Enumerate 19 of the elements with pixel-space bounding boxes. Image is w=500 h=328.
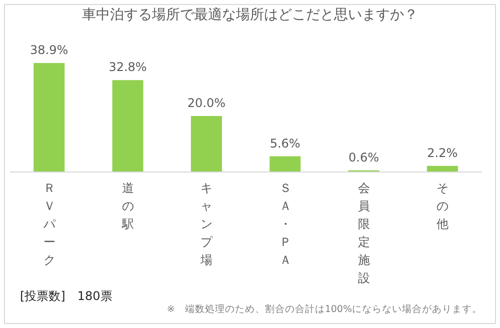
data-label: 2.2% [427, 146, 458, 160]
bar [190, 116, 222, 172]
data-label: 32.8% [108, 60, 147, 74]
x-tick-label: ＳＡ・ＰＡ [279, 181, 292, 267]
x-tick-label: 道の駅 [121, 181, 134, 231]
x-tick-label: ＲＶパーク [42, 181, 56, 267]
x-tick-label: その他 [436, 181, 449, 231]
data-label: 38.9% [30, 43, 68, 57]
bar [270, 156, 301, 172]
data-label: 5.6% [270, 136, 300, 150]
data-label: 0.6% [348, 150, 380, 164]
chart-title: 車中泊する場所で最適な場所はどこだと思いますか？ [81, 6, 419, 24]
bar [34, 63, 65, 172]
bar [112, 80, 144, 172]
text: [投票数] 180票 [20, 288, 112, 305]
x-tick-label: キャンプ場 [200, 181, 214, 267]
data-label: 20.0% [187, 96, 226, 110]
text: ※ 端数処理のため、割合の合計は100%にならない場合があります。 [166, 303, 482, 316]
x-tick-label: 会員限定施設 [358, 181, 370, 285]
